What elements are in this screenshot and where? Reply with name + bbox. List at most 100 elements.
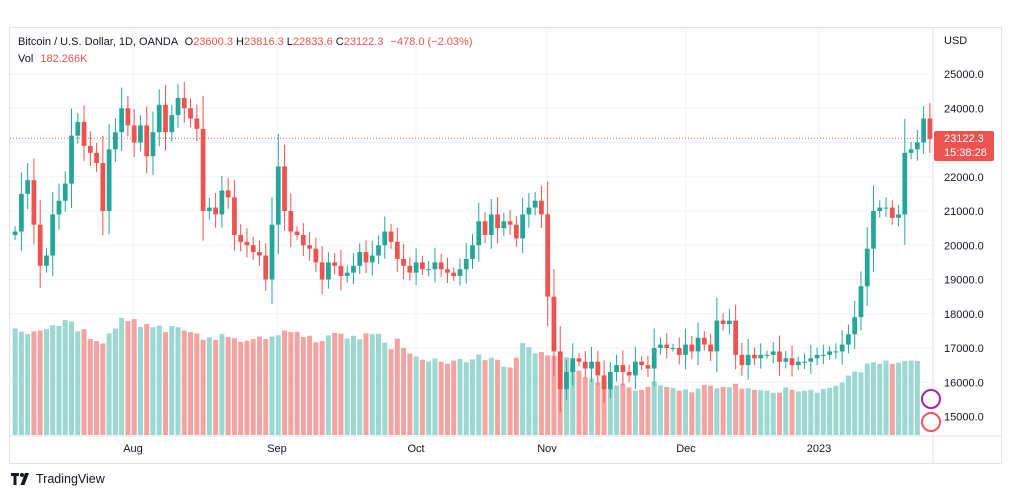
volume-bar [413,356,419,435]
volume-bar [720,387,726,435]
candle-body [545,214,551,297]
candle-body [802,361,807,363]
candle-body [539,200,544,215]
candle-body [288,211,294,232]
price-tick-label: 16000.0 [944,377,984,389]
candle-body [683,344,688,355]
time-tick-label: Aug [123,443,143,455]
candle-body [238,234,244,242]
volume-bar [758,390,764,435]
candle-body [601,375,607,390]
candle-body [200,128,206,211]
candle-body [777,351,782,362]
candle-body [783,358,789,362]
candle-body [250,245,256,253]
candle-body [181,97,187,109]
volume-bar [639,389,645,435]
candle-body [507,221,513,225]
volume-bar [275,335,281,435]
candle-body [219,190,225,215]
volume-bar [87,339,93,435]
volume-bar [526,347,532,435]
volume-bar [520,343,526,435]
volume-bar [344,338,350,435]
candle-body [651,348,657,369]
volume-bar [714,388,720,435]
volume-bar [808,389,814,435]
volume-bar [858,372,864,435]
volume-bar [213,339,219,435]
volume-bar [62,319,68,435]
bar-countdown: 15:38:28 [944,147,987,159]
volume-bar [200,339,206,435]
candle-body [576,358,582,362]
candle-body [908,149,914,153]
candle-body [307,245,312,249]
volume-bar [150,327,156,435]
tradingview-logo[interactable]: TradingView [11,472,105,486]
candle-body [626,371,632,376]
candle-body [363,252,369,263]
volume-bar [119,317,125,435]
candle-body [752,354,757,359]
volume-bar [852,371,858,435]
candle-body [883,207,889,209]
volume-bar [263,339,269,435]
candle-body [495,214,500,229]
candle-body [376,245,381,256]
volume-bar [632,390,638,435]
candle-body [726,320,732,325]
flag-icon[interactable] [921,412,941,432]
candle-body [589,361,594,369]
volume-bar [206,337,212,435]
volume-bar [363,333,369,435]
candle-body [31,180,37,225]
volume-bar [106,333,112,435]
alert-icon[interactable] [921,389,941,409]
candle-body [607,371,613,390]
candle-body [808,358,814,362]
candle-body [595,361,601,376]
volume-bar [601,382,607,435]
volume-bar [401,347,407,435]
candle-body [119,108,125,133]
candle-body [889,207,895,218]
candle-body [708,344,713,352]
candle-body [570,358,576,372]
candle-body [169,115,175,133]
candle-body [413,262,419,273]
volume-bar [657,385,663,435]
volume-bar [194,333,200,435]
candle-body [526,207,532,215]
candle-body [206,207,212,211]
candle-body [326,262,331,280]
candle-body [689,344,695,352]
volume-bar [231,338,237,435]
candle-body [846,334,851,345]
last-price-value: 23122.3 [944,133,984,145]
candle-body [94,152,99,164]
close-value: 23122.3 [343,36,384,48]
candle-body [282,166,287,211]
volume-bar [94,341,100,435]
currency-label[interactable]: USD [944,35,968,47]
candle-body [695,337,701,352]
candle-body [927,118,933,140]
candle-body [344,272,350,277]
volume-bar [708,385,714,435]
high-label: H [236,36,244,48]
high-value: 23816.3 [243,36,284,48]
volume-bar [739,388,745,435]
price-tick-label: 24000.0 [944,103,984,115]
candle-body [156,104,162,133]
volume-bar [626,387,632,435]
volume-bar [81,329,87,435]
volume-bar [545,355,551,435]
volume-bar [864,363,870,435]
volume-bar [432,358,438,435]
volume-bar [12,328,18,435]
candle-body [714,320,720,352]
low-value: 22833.6 [292,36,333,48]
volume-bar [256,336,262,435]
